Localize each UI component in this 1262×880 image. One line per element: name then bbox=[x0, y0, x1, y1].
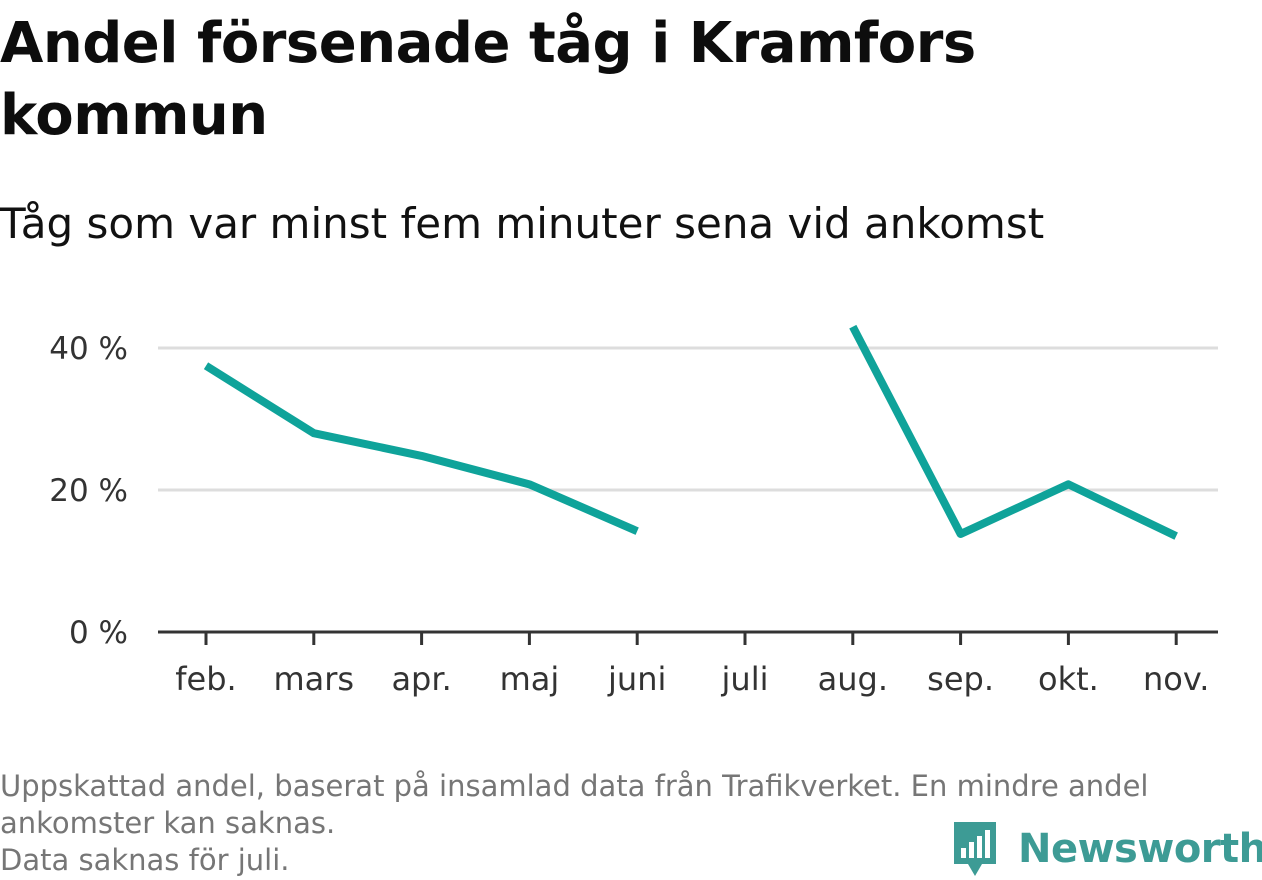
footer-note-line-3: Data saknas för juli. bbox=[0, 843, 290, 877]
x-tick-label: nov. bbox=[1143, 660, 1209, 698]
x-tick-label: feb. bbox=[175, 660, 236, 698]
x-tick-label: apr. bbox=[391, 660, 451, 698]
brand-name: Newsworthy bbox=[1018, 826, 1262, 872]
series-line-segment bbox=[203, 362, 639, 535]
x-tick-label: okt. bbox=[1038, 660, 1099, 698]
chart-title: Andel försenade tåg i Kramfors kommun bbox=[0, 11, 976, 148]
chart-subtitle: Tåg som var minst fem minuter sena vid a… bbox=[0, 199, 1045, 248]
x-tick-label: juli bbox=[721, 660, 769, 698]
y-tick-label: 40 % bbox=[49, 331, 128, 367]
newsworthy-logo-icon bbox=[954, 822, 996, 876]
x-tick-label: mars bbox=[273, 660, 354, 698]
x-tick-label: juni bbox=[607, 660, 666, 698]
chart-footer: Uppskattad andel, baserat på insamlad da… bbox=[0, 768, 1250, 879]
series-line-segment bbox=[849, 324, 1178, 540]
y-tick-label: 20 % bbox=[49, 473, 128, 509]
y-tick-label: 0 % bbox=[69, 615, 128, 651]
x-tick-label: sep. bbox=[927, 660, 994, 698]
x-tick-label: aug. bbox=[818, 660, 888, 698]
x-tick-label: maj bbox=[500, 660, 560, 698]
footer-note-line-2: ankomster kan saknas. bbox=[0, 806, 336, 840]
newsworthy-brand: Newsworthy bbox=[950, 818, 1262, 880]
footer-note-line-1: Uppskattad andel, baserat på insamlad da… bbox=[0, 769, 1149, 803]
